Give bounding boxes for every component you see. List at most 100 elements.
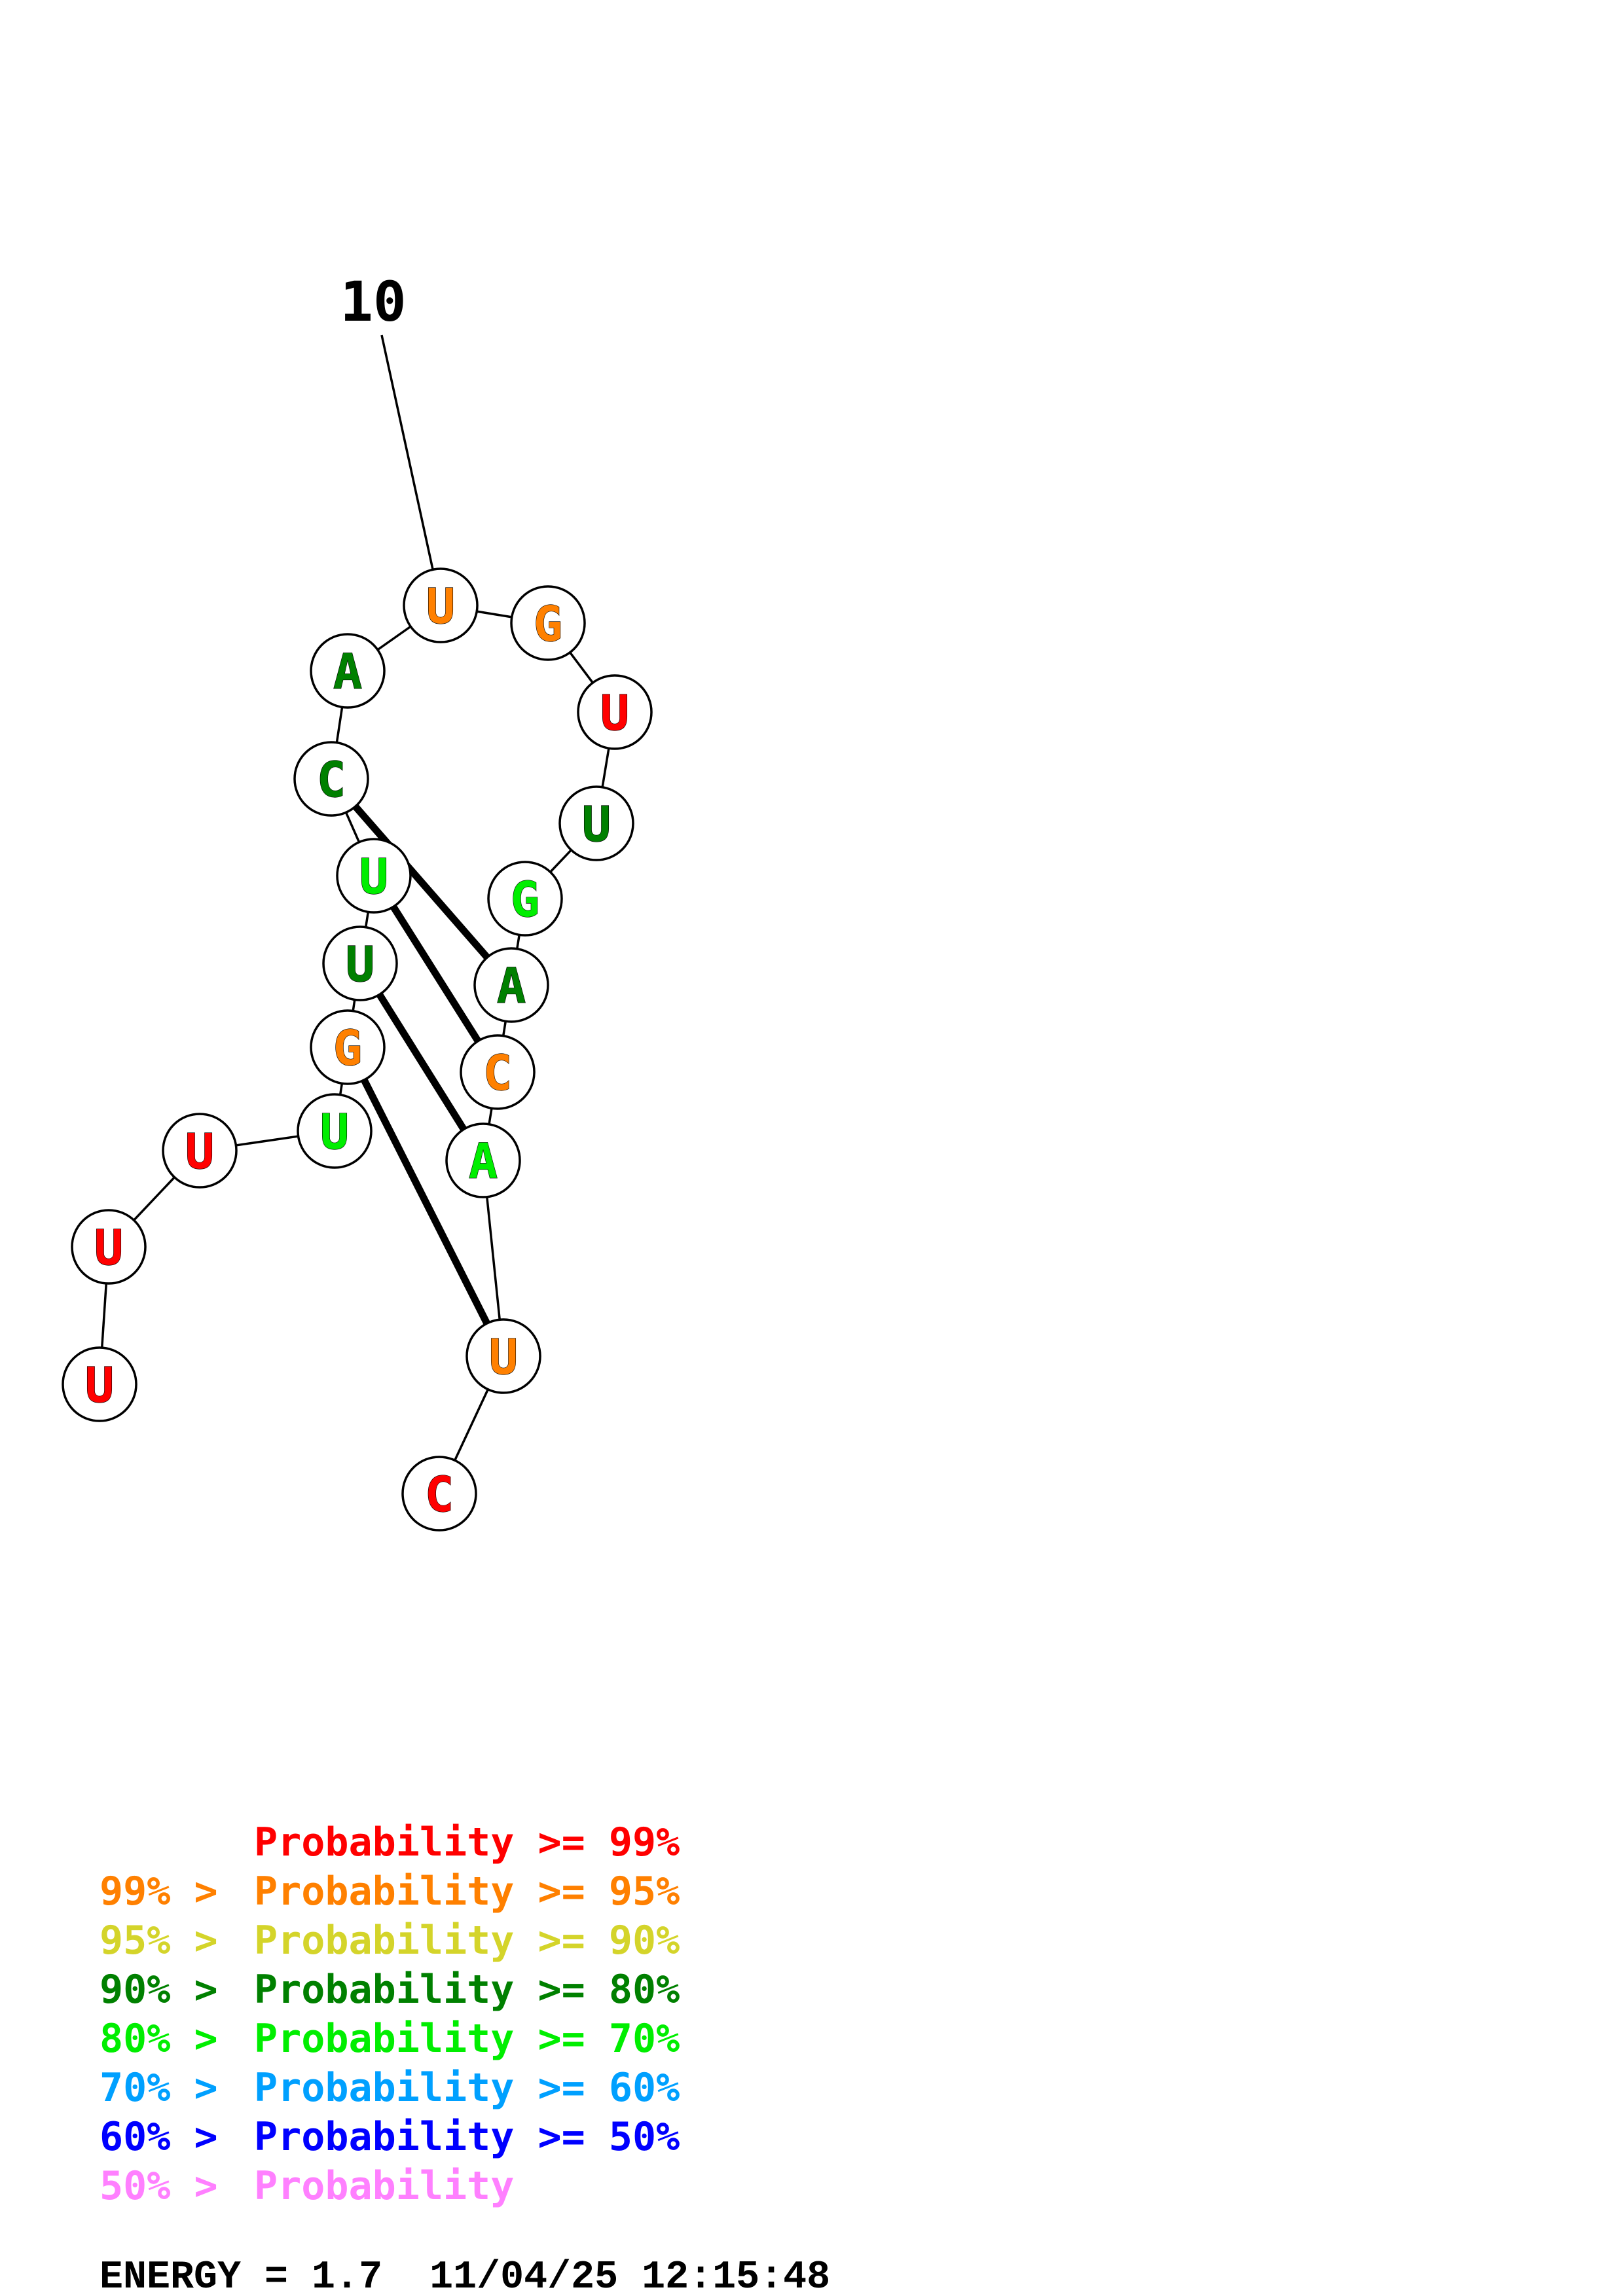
backbone-bond (352, 999, 356, 1011)
nucleotide: A (310, 633, 386, 709)
legend-prefix: 60% > (100, 2114, 242, 2160)
nucleotide-circle (510, 585, 586, 661)
nucleotide: G (510, 585, 586, 661)
backbone-bond (486, 1196, 501, 1320)
nucleotide-letter: U (600, 685, 630, 742)
nucleotide-circle (322, 925, 398, 1001)
nucleotide-letter: U (94, 1220, 124, 1276)
nucleotide: A (473, 947, 549, 1023)
legend-label: Probability >= 80% (254, 1967, 680, 2013)
legend-label: Probability >= 99% (254, 1820, 680, 1865)
base-pair-bond (390, 905, 481, 1043)
nucleotide-circle (577, 674, 653, 750)
nucleotide-circle (62, 1346, 137, 1422)
nucleotide: U (71, 1209, 147, 1285)
legend-row: 99% > Probability >= 95% (100, 1869, 680, 1914)
backbone-bond (100, 1283, 108, 1348)
nucleotide-circle (403, 567, 479, 643)
backbone-bond (364, 912, 370, 927)
legend-row: 60% > Probability >= 50% (100, 2114, 680, 2160)
index-label-line (380, 334, 434, 570)
legend-row: 90% > Probability >= 80% (100, 1967, 680, 2013)
base-pair-layer (352, 804, 490, 1325)
index-label-layer: 10 (340, 270, 434, 570)
nucleotide-letter: U (582, 797, 611, 853)
nucleotide: U (297, 1093, 373, 1169)
index-label: 10 (340, 270, 406, 334)
base-pair-bond (376, 992, 467, 1132)
nucleotide-letter: U (320, 1104, 350, 1160)
backbone-bond (601, 747, 610, 788)
backbone-layer (100, 610, 610, 1461)
legend-prefix: 90% > (100, 1967, 242, 2013)
nucleotide: U (558, 785, 634, 861)
nucleotide: U (465, 1318, 541, 1394)
nucleotide-circle (336, 838, 412, 914)
nucleotide-circle (460, 1034, 536, 1110)
nucleotide-letter: U (489, 1329, 519, 1386)
legend-label: Probability (254, 2163, 514, 2209)
legend-row: 50% > Probability (100, 2163, 514, 2209)
nucleotide: U (62, 1346, 137, 1422)
probability-legend: Probability >= 99%99% > Probability >= 9… (100, 1820, 680, 2209)
nucleotide-letter: A (469, 1134, 498, 1190)
backbone-bond (376, 625, 412, 651)
backbone-bond (335, 707, 344, 743)
nucleotide-letter: A (333, 644, 363, 700)
nucleotide-circle (401, 1456, 477, 1532)
nucleotide-circle (445, 1122, 521, 1198)
nucleotide-letter: U (359, 849, 389, 905)
nucleotide-letter: U (426, 579, 456, 635)
nucleotide-circle (162, 1113, 238, 1189)
backbone-bond (236, 1135, 299, 1147)
nucleotide-letter: C (483, 1045, 513, 1102)
legend-prefix: 70% > (100, 2065, 242, 2111)
nucleotide-letter: A (497, 958, 526, 1014)
nucleotide: U (336, 838, 412, 914)
backbone-bond (133, 1176, 175, 1221)
legend-row: Probability >= 99% (100, 1820, 680, 1865)
nucleotide: C (401, 1456, 477, 1532)
nucleotide-circle (297, 1093, 373, 1169)
legend-row: 70% > Probability >= 60% (100, 2065, 680, 2111)
nucleotide: G (487, 861, 563, 937)
nucleotide: C (293, 741, 369, 817)
backbone-bond (569, 651, 594, 684)
nucleotide-letter: U (85, 1357, 115, 1414)
legend-label: Probability >= 60% (254, 2065, 680, 2111)
legend-prefix: 50% > (100, 2163, 242, 2209)
nucleotide: A (445, 1122, 521, 1198)
legend-prefix: 99% > (100, 1869, 242, 1914)
legend-label: Probability >= 90% (254, 1918, 680, 1964)
nucleotide-circle (293, 741, 369, 817)
backbone-bond (516, 935, 520, 949)
nucleotide-circle (487, 861, 563, 937)
legend-prefix (100, 1820, 194, 1865)
nucleotide-circle (71, 1209, 147, 1285)
nucleotide: U (577, 674, 653, 750)
backbone-bond (454, 1389, 489, 1461)
nucleotide-letter: U (185, 1124, 215, 1180)
backbone-bond (502, 1021, 507, 1036)
nucleotide-letter: C (425, 1467, 454, 1523)
legend-row: 95% > Probability >= 90% (100, 1918, 680, 1964)
legend-label: Probability >= 70% (254, 2016, 680, 2062)
nucleotide-circle (558, 785, 634, 861)
nucleotide-circle (465, 1318, 541, 1394)
nucleotide-circle (473, 947, 549, 1023)
legend-prefix: 95% > (100, 1918, 242, 1964)
backbone-bond (476, 610, 513, 619)
legend-row: 80% > Probability >= 70% (100, 2016, 680, 2062)
base-pair-bond (352, 804, 490, 960)
nucleotide-letter: U (346, 937, 375, 993)
backbone-bond (549, 849, 572, 873)
nucleotide: U (322, 925, 398, 1001)
backbone-bond (338, 1083, 344, 1095)
nucleotide-letter: C (317, 752, 346, 808)
nucleotide: U (162, 1113, 238, 1189)
legend-label: Probability >= 95% (254, 1869, 680, 1914)
nucleotide-circle (310, 633, 386, 709)
nucleotide-letter: G (511, 872, 540, 928)
nucleotide-circle (310, 1009, 386, 1085)
